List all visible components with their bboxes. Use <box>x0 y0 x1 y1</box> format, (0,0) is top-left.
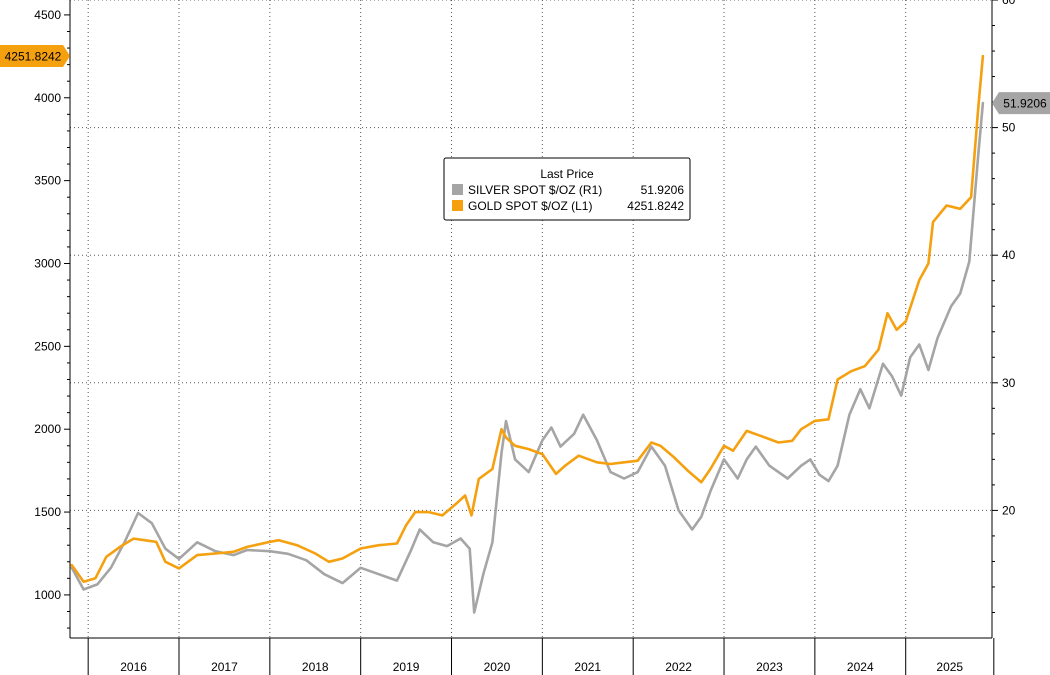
legend: Last Price SILVER SPOT $/OZ (R1) 51.9206… <box>443 157 691 221</box>
right-tick-label-30: 30 <box>1002 376 1016 390</box>
right-tick-label-40: 40 <box>1002 248 1016 262</box>
gold-last-value-tag <box>0 45 70 68</box>
left-tick-label-1000: 1000 <box>34 588 61 602</box>
left-tick-label-3500: 3500 <box>34 174 61 188</box>
legend-swatch-gold <box>452 200 463 211</box>
axes <box>64 0 998 675</box>
right-tick-label-20: 20 <box>1002 503 1016 517</box>
year-label-2024: 2024 <box>847 660 874 674</box>
legend-box <box>443 157 691 221</box>
year-label-2019: 2019 <box>393 660 420 674</box>
legend-label-silver: SILVER SPOT $/OZ (R1) <box>468 183 602 197</box>
year-label-2018: 2018 <box>302 660 329 674</box>
legend-value-gold: 4251.8242 <box>627 199 684 213</box>
year-label-2023: 2023 <box>756 660 783 674</box>
year-label-2017: 2017 <box>211 660 238 674</box>
legend-label-gold: GOLD SPOT $/OZ (L1) <box>468 199 592 213</box>
left-tick-label-2500: 2500 <box>34 339 61 353</box>
legend-title: Last Price <box>540 167 594 181</box>
left-tick-label-3000: 3000 <box>34 256 61 270</box>
left-tick-label-4500: 4500 <box>34 8 61 22</box>
legend-swatch-silver <box>452 184 463 195</box>
right-tick-label-50: 50 <box>1002 121 1016 135</box>
year-label-2021: 2021 <box>574 660 601 674</box>
gold-last-value-label: 4251.8242 <box>5 50 62 64</box>
year-label-2016: 2016 <box>120 660 147 674</box>
year-label-2022: 2022 <box>665 660 692 674</box>
left-tick-label-1500: 1500 <box>34 505 61 519</box>
silver-last-value-label: 51.9206 <box>1003 97 1047 111</box>
grid-lines <box>70 0 992 638</box>
left-tick-label-2000: 2000 <box>34 422 61 436</box>
right-tick-label-60: 60 <box>1002 0 1016 7</box>
year-label-2025: 2025 <box>936 660 963 674</box>
left-tick-label-4000: 4000 <box>34 91 61 105</box>
gold-series-line <box>70 54 985 584</box>
silver-series-line <box>70 101 985 614</box>
series-layer <box>70 54 985 614</box>
year-label-2020: 2020 <box>484 660 511 674</box>
legend-value-silver: 51.9206 <box>641 183 685 197</box>
silver-last-value-tag <box>992 92 1050 115</box>
